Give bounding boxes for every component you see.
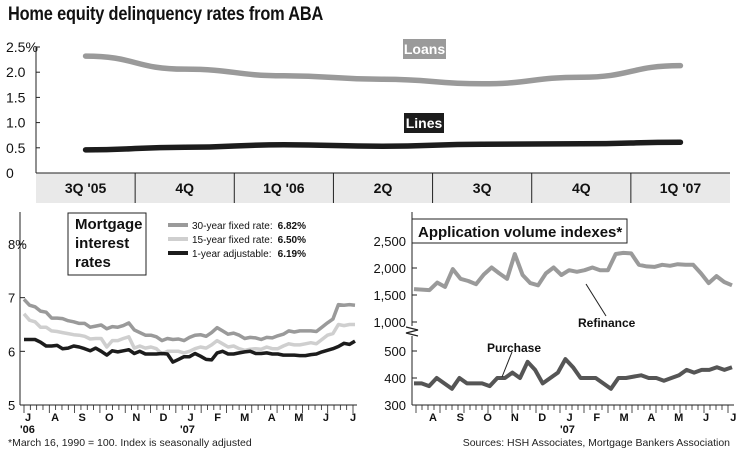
label-box-lines: [404, 113, 444, 133]
chart-title-box: [67, 212, 147, 276]
y-tick-label: 300: [384, 398, 406, 413]
x-tick-label: A: [647, 412, 655, 424]
x-tick-label: O: [483, 412, 492, 424]
x-tick-label: M: [620, 412, 629, 424]
legend-label: 15-year fixed rate:: [192, 235, 273, 246]
x-tick-label: M: [240, 412, 249, 424]
y-tick-label: 1.0: [6, 115, 26, 131]
y-tick-label: 0: [6, 165, 14, 181]
x-tick-label: F: [214, 412, 221, 424]
purchase-leader-line: [501, 351, 513, 378]
legend-label: 1-year adjustable:: [192, 249, 272, 260]
label-box-loans: [403, 39, 446, 59]
x-category-label: 3Q: [473, 180, 492, 196]
y-tick-label: 2.0: [6, 64, 26, 80]
x-tick-label: D: [159, 412, 167, 424]
x-tick-label: M: [674, 412, 683, 424]
x-tick-label: M: [294, 412, 303, 424]
x-tick-label: J: [730, 412, 736, 424]
x-tick-label: J: [323, 412, 329, 424]
legend-value: 6.19%: [278, 249, 306, 260]
x-tick-label: S: [78, 412, 85, 424]
x-tick-label: O: [105, 412, 114, 424]
year-label: '07: [180, 424, 195, 436]
x-tick-label: A: [268, 412, 276, 424]
x-category-label: 2Q: [374, 180, 393, 196]
y-tick-label: 400: [384, 371, 406, 386]
series-line-refinance: [413, 250, 733, 293]
refinance-leader-line: [585, 283, 607, 317]
x-tick-label: J: [187, 412, 193, 424]
x-tick-label: N: [511, 412, 519, 424]
x-tick-label: D: [538, 412, 546, 424]
delinquency-chart: 2.5% 2.0 1.5 1.0 0.5 0 3Q '05 4Q 1Q '06 2Q 3Q 4Q 1Q …: [6, 39, 730, 203]
series-label-refinance: Refinance: [578, 316, 636, 330]
chart-title-line: Mortgage: [75, 216, 143, 233]
year-label: '07: [560, 424, 575, 436]
chart-title: Application volume indexes*: [418, 224, 622, 241]
y-tick-label: 8%: [8, 237, 27, 252]
y-tick-label: 2,000: [373, 261, 406, 276]
x-tick-label: N: [132, 412, 140, 424]
legend-label: 30-year fixed rate:: [192, 221, 273, 232]
x-tick-label: A: [51, 412, 59, 424]
axis-break-mark: [405, 326, 419, 337]
y-tick-label: 5: [8, 398, 15, 413]
x-tick-label: A: [429, 412, 437, 424]
x-tick-label: J: [350, 412, 356, 424]
application-volume-chart: 2,500 2,000 1,500 1,000 500 400 300 A S O N D J F M A M J…: [373, 212, 736, 436]
y-tick-label: 6: [8, 344, 15, 359]
y-tick-label: 1,000: [373, 315, 406, 330]
main-title: Home equity delinquency rates from ABA: [8, 4, 324, 25]
series-label-purchase: Purchase: [487, 341, 541, 355]
y-tick-label: 7: [8, 291, 15, 306]
y-tick-label: 2.5%: [6, 39, 38, 55]
sources-note: Sources: HSH Associates, Mortgage Banker…: [462, 437, 730, 449]
x-category-label: 1Q '07: [660, 180, 702, 196]
x-category-label: 4Q: [572, 180, 591, 196]
chart-title-line: rates: [75, 254, 111, 271]
year-label: '06: [20, 424, 35, 436]
x-axis-band: [36, 173, 730, 203]
series-label-lines: Lines: [406, 115, 443, 131]
y-tick-label: 500: [384, 344, 406, 359]
x-tick-label: J: [703, 412, 709, 424]
x-category-label: 3Q '05: [65, 180, 107, 196]
y-tick-label: 1.5: [6, 89, 26, 105]
chart-title-box: [411, 218, 628, 244]
footnote: *March 16, 1990 = 100. Index is seasonal…: [8, 437, 252, 449]
x-tick-label: S: [457, 412, 464, 424]
x-category-label: 1Q '06: [263, 180, 305, 196]
series-label-loans: Loans: [404, 41, 445, 57]
x-tick-label: J: [566, 412, 572, 424]
y-tick-label: 2,500: [373, 234, 406, 249]
legend-value: 6.50%: [278, 235, 306, 246]
x-category-label: 4Q: [175, 180, 194, 196]
series-line-purchase: [414, 357, 733, 391]
x-tick-label: J: [25, 412, 31, 424]
chart-title-line: interest: [75, 235, 129, 252]
y-tick-label: 1,500: [373, 288, 406, 303]
x-tick-label: F: [593, 412, 600, 424]
y-tick-label: 0.5: [6, 140, 26, 156]
legend-value: 6.82%: [278, 221, 306, 232]
